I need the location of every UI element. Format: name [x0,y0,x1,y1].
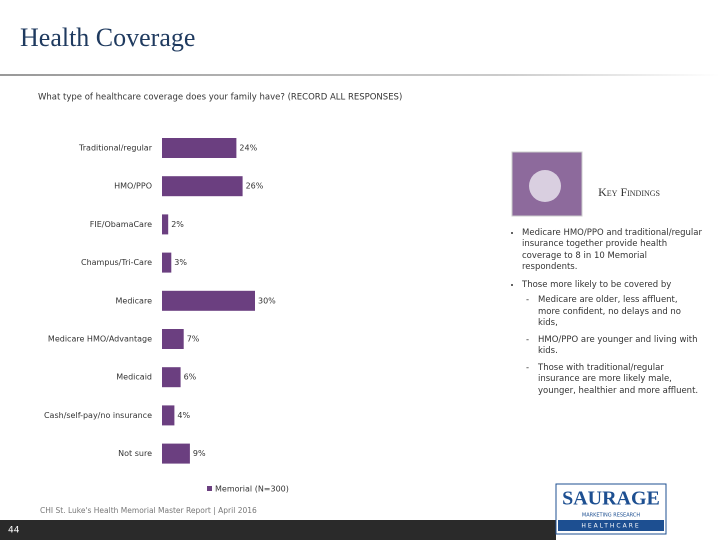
title-rule [0,74,720,76]
key-findings: Medicare HMO/PPO and traditional/regular… [512,228,702,403]
bar [162,443,190,464]
page-number: 44 [8,526,20,536]
value-label: 3% [174,258,187,267]
value-label: 6% [184,373,197,382]
sub-findings: Medicare are older, less affluent, more … [522,295,702,397]
footer-source: CHI St. Luke's Health Memorial Master Re… [40,506,257,515]
sub-finding: Medicare are older, less affluent, more … [526,295,702,329]
finding: Those more likely to be covered by Medic… [522,280,702,397]
question: What type of healthcare coverage does yo… [38,93,402,103]
sub-finding: Those with traditional/regular insurance… [526,363,702,397]
logo-name: SAURAGE [562,488,660,510]
category-label: Cash/self-pay/no insurance [44,411,152,420]
value-label: 30% [258,296,276,305]
value-label: 26% [246,182,264,191]
finding-text: Those more likely to be covered by [522,279,672,290]
sub-finding: HMO/PPO are younger and living with kids… [526,335,702,358]
bar [162,214,169,235]
category-label: FIE/ObamaCare [90,220,152,229]
value-label: 7% [187,335,200,344]
value-label: 9% [193,449,206,458]
bar [162,138,237,158]
findings-title: Key Findings [598,185,660,199]
logo-division: HEALTHCARE [581,523,640,530]
bar [162,176,243,197]
category-label: Champus/Tri-Care [81,258,152,267]
footer-bar [0,520,556,540]
findings-list: Medicare HMO/PPO and traditional/regular… [512,228,702,397]
category-label: HMO/PPO [114,182,152,191]
value-label: 4% [177,411,190,420]
category-label: Medicare [116,296,153,305]
bar [162,290,255,311]
bar [162,367,181,388]
bar [162,405,175,426]
logo-band [558,520,664,531]
legend-swatch [207,486,212,491]
category-label: Traditional/regular [78,144,153,153]
value-label: 2% [171,220,184,229]
finding: Medicare HMO/PPO and traditional/regular… [522,228,702,274]
category-label: Not sure [118,449,152,458]
category-label: Medicare HMO/Advantage [48,335,152,344]
slide-title: Health Coverage [20,23,195,52]
bar [162,252,172,273]
category-label: Medicaid [116,373,152,382]
bar [162,329,184,349]
photo-detail [529,170,561,202]
value-label: 24% [239,144,257,153]
logo-tagline: MARKETING RESEARCH [582,513,640,519]
legend-label: Memorial (N=300) [215,485,289,494]
